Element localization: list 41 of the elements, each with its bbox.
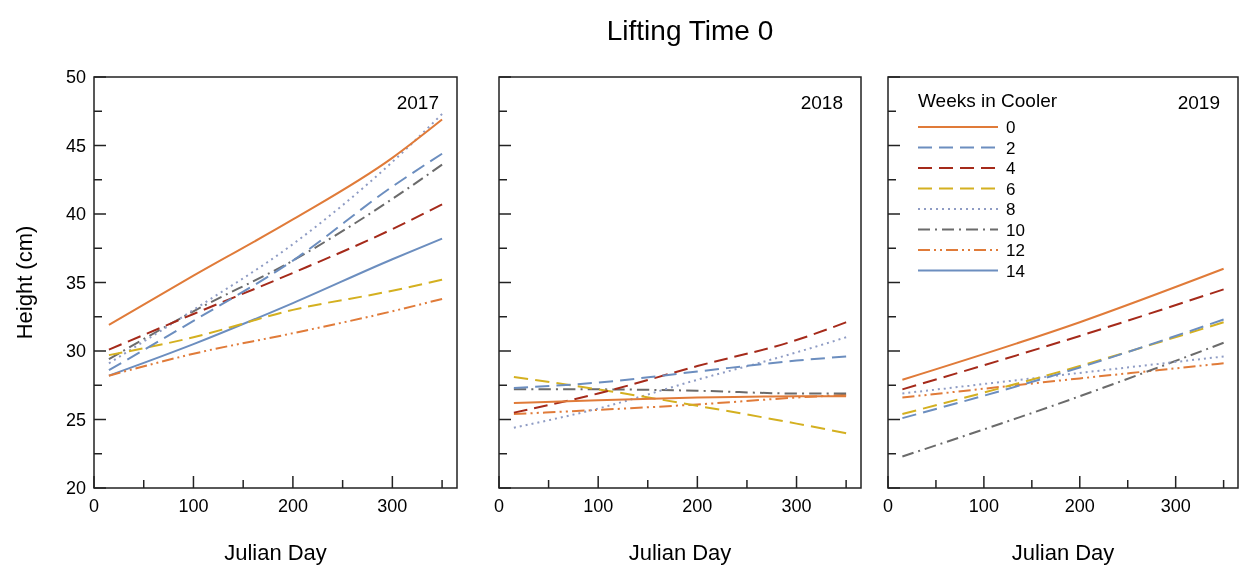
legend-label: 4 [1006, 159, 1016, 178]
line-series [107, 203, 444, 351]
annotation: 2018 [800, 92, 843, 113]
legend-title: Weeks in Cooler [918, 90, 1058, 111]
y-tick-label: 45 [65, 135, 86, 156]
legend-label: 8 [1006, 200, 1016, 219]
x-tick-label: 200 [682, 496, 713, 516]
x-axis-title: Julian Day [628, 540, 732, 565]
x-tick-label: 300 [1160, 496, 1191, 516]
legend-label: 6 [1006, 179, 1016, 199]
line-series [107, 118, 444, 326]
x-tick-label: 0 [493, 496, 505, 516]
annotation: 2019 [1177, 92, 1220, 113]
chart-title: Lifting Time 0 [606, 15, 774, 46]
x-tick-label: 0 [882, 496, 894, 516]
y-axis-title: Height (cm) [12, 225, 37, 340]
x-axis-title: Julian Day [224, 540, 327, 565]
x-tick-label: 0 [88, 496, 100, 516]
y-tick-label: 40 [65, 204, 86, 224]
line-series [107, 278, 444, 357]
legend-label: 14 [1006, 261, 1025, 281]
legend-label: 12 [1006, 241, 1025, 260]
x-tick-label: 300 [377, 496, 408, 516]
x-axis-title: Julian Day [1011, 540, 1115, 565]
y-tick-label: 35 [65, 272, 86, 293]
y-tick-label: 20 [65, 478, 86, 498]
y-tick-label: 50 [65, 67, 86, 87]
legend-label: 2 [1006, 138, 1016, 158]
x-tick-label: 100 [968, 496, 999, 516]
x-tick-label: 100 [178, 496, 209, 516]
line-series [107, 112, 444, 365]
y-tick-label: 30 [65, 341, 86, 361]
x-tick-label: 300 [781, 496, 812, 516]
line-series [107, 297, 444, 377]
legend-label: 0 [1006, 118, 1016, 137]
annotation: 2017 [396, 92, 439, 113]
legend-label: 10 [1006, 220, 1025, 240]
y-tick-label: 25 [65, 409, 86, 430]
x-tick-label: 200 [277, 496, 308, 516]
x-tick-label: 100 [583, 496, 614, 516]
x-tick-label: 200 [1064, 496, 1095, 516]
